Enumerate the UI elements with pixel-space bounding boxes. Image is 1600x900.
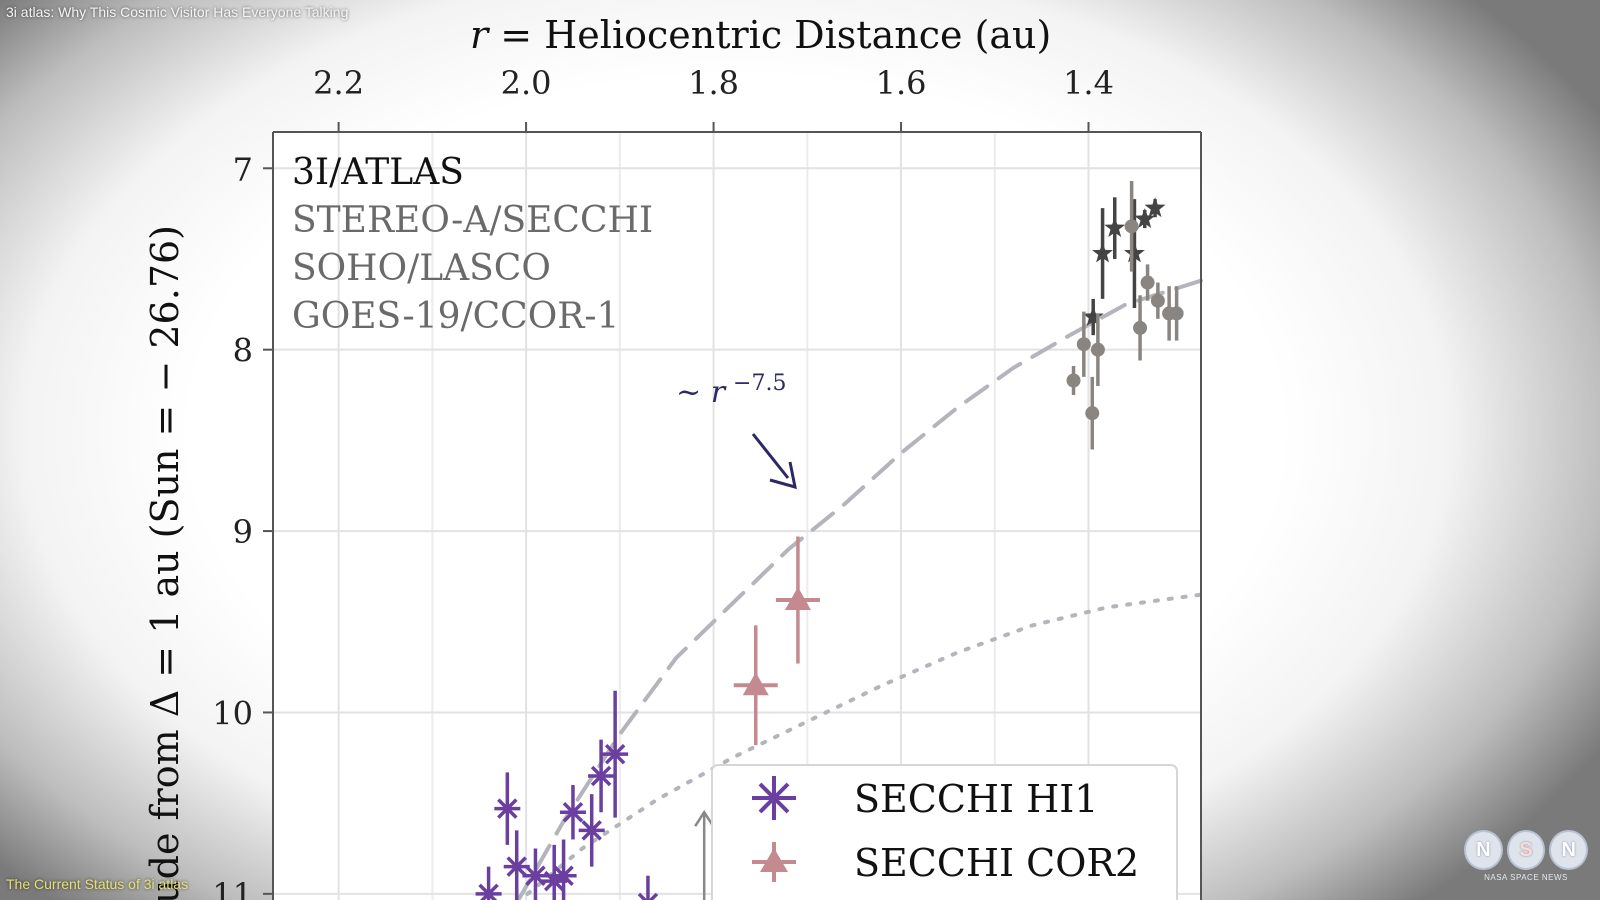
marker-asterisk-d2	[648, 892, 659, 900]
marker-asterisk-d2	[553, 865, 574, 886]
point-series3-9	[1169, 286, 1184, 341]
legend-label-cor2: SECCHI COR2	[854, 841, 1139, 885]
marker-star-shape	[1134, 208, 1156, 228]
marker-star-shape	[1092, 242, 1113, 263]
top-axis-title: r = Heliocentric Distance (au)	[470, 13, 1051, 57]
nsn-logo: N S N NASA SPACE NEWS	[1464, 830, 1589, 892]
point-series3-6	[1140, 264, 1155, 301]
y-tick-label-2: 9	[233, 513, 253, 551]
svg-text:~ r−7.5: ~ r −7.5	[676, 371, 786, 410]
annotation-arrow-head	[769, 461, 797, 490]
x-tick-label-3: 1.6	[876, 64, 927, 102]
logo-letter-s: S	[1506, 830, 1546, 870]
x-tick-label-1: 2.0	[501, 64, 552, 102]
logo-subtitle: NASA SPACE NEWS	[1484, 873, 1568, 882]
point-series3-1	[1076, 311, 1091, 377]
marker-star-shape	[1124, 242, 1145, 263]
point-series2-3	[1124, 199, 1145, 308]
point-series2-2	[1104, 197, 1126, 259]
annotation-exponent: −7.5	[733, 371, 786, 396]
annotation-arrow-shaft	[751, 433, 790, 479]
fit-curves	[516, 278, 1203, 900]
marker-asterisk-d2	[525, 865, 546, 886]
logo-letter-n1: N	[1464, 830, 1503, 870]
marker-triangle-shape	[742, 672, 769, 696]
point-series3-7	[1150, 282, 1165, 319]
fit-curve-dotted	[517, 592, 1203, 900]
marker-circle-shape	[1133, 320, 1148, 335]
point-series2-5	[1144, 197, 1166, 218]
y-tick-label-3: 10	[212, 694, 253, 732]
info-line-soho: SOHO/LASCO	[292, 248, 551, 289]
point-series1-1	[775, 536, 820, 664]
point-series2-1	[1092, 208, 1113, 299]
x-tick-label-0: 2.2	[313, 64, 364, 102]
marker-circle-shape	[1066, 373, 1081, 388]
info-line-goes: GOES-19/CCOR-1	[292, 296, 619, 337]
marker-asterisk-d2	[604, 743, 626, 765]
point-series1-0	[733, 625, 778, 746]
marker-circle-shape	[1150, 293, 1165, 308]
marker-asterisk-d2	[497, 798, 518, 819]
point-series0-7	[578, 794, 605, 867]
legend-box	[711, 764, 1178, 900]
logo-letter-n2: N	[1549, 830, 1589, 870]
y-tick-label-0: 7	[233, 150, 253, 188]
marker-asterisk-d2	[506, 856, 527, 877]
point-series2-4	[1134, 208, 1156, 229]
point-series0-1	[494, 772, 521, 845]
marker-star-shape	[1104, 217, 1126, 237]
fit-curve-dashed	[516, 278, 1203, 900]
legend: SECCHI HI1 SECCHI COR2	[711, 764, 1178, 900]
marker-asterisk-d2	[581, 820, 602, 841]
x-tick-label-2: 1.8	[688, 64, 739, 102]
power-law-annotation: ~ r −7.5	[676, 371, 797, 490]
legend-label-hi1: SECCHI HI1	[854, 777, 1098, 821]
info-box: 3I/ATLAS STEREO-A/SECCHI SOHO/LASCO GOES…	[292, 152, 653, 337]
annotation-var: r	[711, 375, 727, 410]
point-series0-6	[559, 785, 586, 840]
point-series0-8	[588, 739, 615, 813]
position-arrow	[694, 809, 715, 900]
point-series0-9	[602, 690, 629, 818]
video-caption: The Current Status of 3i atlas	[6, 876, 189, 892]
annotation-prefix: ~	[676, 375, 711, 410]
point-series0-2	[503, 830, 530, 900]
marker-circle-shape	[1169, 306, 1184, 321]
marker-asterisk-d2	[590, 765, 612, 787]
legend-marker-cor2	[752, 842, 796, 882]
point-series3-4	[1124, 180, 1139, 272]
y-axis-title: itude from Δ = 1 au (Sun = − 26.76)	[143, 225, 187, 900]
y-axis-ticks: 7 8 9 10 11	[212, 150, 273, 900]
point-series3-3	[1090, 313, 1105, 386]
marker-triangle-shape	[784, 587, 811, 610]
legend-marker-hi1	[752, 776, 796, 820]
marker-asterisk-d2	[562, 801, 584, 823]
marker-circle-shape	[1085, 406, 1100, 421]
x-tick-label-4: 1.4	[1063, 64, 1114, 102]
top-axis-ticks: 2.2 2.0 1.8 1.6 1.4	[313, 64, 1114, 132]
marker-star-shape	[1144, 197, 1166, 218]
arrow-head	[694, 809, 715, 827]
point-series0-10	[637, 875, 659, 900]
video-title: 3i atlas: Why This Cosmic Visitor Has Ev…	[6, 4, 349, 20]
marker-circle-shape	[1090, 342, 1105, 357]
point-series3-0	[1066, 366, 1081, 396]
marker-circle-shape	[1076, 337, 1091, 352]
point-series3-2	[1085, 376, 1100, 450]
y-tick-label-4: 11	[212, 876, 253, 900]
y-tick-label-1: 8	[233, 332, 253, 370]
data-points	[475, 180, 1184, 900]
info-title: 3I/ATLAS	[292, 152, 464, 193]
marker-circle-shape	[1140, 275, 1155, 290]
plot-frame	[272, 131, 1202, 900]
marker-star-shape	[1082, 306, 1104, 326]
marker-circle-shape	[1124, 219, 1139, 234]
point-series3-5	[1133, 295, 1148, 361]
point-series2-0	[1082, 298, 1104, 336]
info-line-stereo: STEREO-A/SECCHI	[292, 200, 653, 241]
marker-asterisk-d1	[637, 892, 648, 900]
